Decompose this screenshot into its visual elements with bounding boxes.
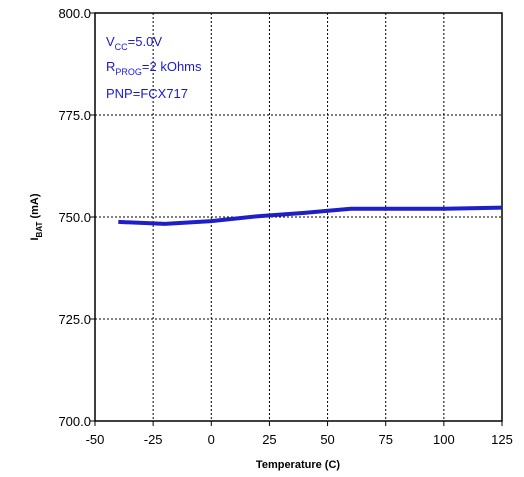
- y-axis-title: IBAT (mA): [29, 193, 44, 240]
- x-tick-label: -25: [144, 432, 163, 447]
- y-tick-label: 725.0: [58, 312, 91, 327]
- series-line-0: [118, 205, 503, 226]
- annotation-pnp: PNP=FCX717: [106, 86, 188, 101]
- grid: [95, 13, 502, 421]
- annotation-rprog: RPROG=2 kOhms: [106, 59, 202, 77]
- y-tick-label: 700.0: [58, 414, 91, 429]
- y-tick-label: 750.0: [58, 210, 91, 225]
- y-tick-label: 775.0: [58, 108, 91, 123]
- x-tick-label: 0: [208, 432, 215, 447]
- x-tick-label: 125: [491, 432, 513, 447]
- x-tick-label: 25: [262, 432, 276, 447]
- plot-area: [94, 12, 503, 422]
- x-tick-label: -50: [86, 432, 105, 447]
- annotations: VCC=5.0V RPROG=2 kOhms PNP=FCX717: [106, 34, 202, 101]
- x-tick-label: 100: [433, 432, 455, 447]
- annotation-vcc: VCC=5.0V: [106, 34, 162, 52]
- y-tick-label: 800.0: [58, 6, 91, 21]
- x-tick-label: 50: [320, 432, 334, 447]
- series: [118, 205, 503, 226]
- ticks: -50 -25 0 25 50 75 100 125 700.0 725.0 750.0 775.0 8…: [58, 6, 512, 447]
- x-tick-label: 75: [378, 432, 392, 447]
- x-axis-title: Temperature (C): [256, 459, 340, 471]
